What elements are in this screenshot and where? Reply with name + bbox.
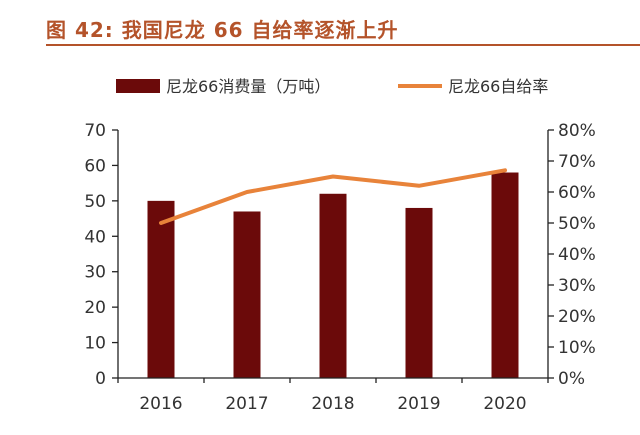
legend-bar-swatch <box>116 79 160 93</box>
bar-2018 <box>319 193 347 378</box>
bar-2017 <box>233 211 261 378</box>
left-tick-label: 0 <box>95 369 106 389</box>
figure-title: 图 42: 我国尼龙 66 自给率逐渐上升 <box>46 18 399 42</box>
legend-line-label: 尼龙66自给率 <box>448 77 548 96</box>
right-tick-label: 60% <box>558 183 596 203</box>
right-tick-label: 30% <box>558 276 596 296</box>
x-tick-label: 2018 <box>311 394 354 414</box>
line-point-2020 <box>504 169 506 171</box>
left-tick-label: 20 <box>84 298 106 318</box>
bar-2020 <box>491 172 519 378</box>
left-tick-label: 60 <box>84 156 106 176</box>
line-point-2019 <box>418 185 420 187</box>
right-tick-label: 80% <box>558 121 596 141</box>
line-point-2018 <box>332 176 334 177</box>
figure-header: 图 42: 我国尼龙 66 自给率逐渐上升 <box>0 0 640 46</box>
left-tick-label: 70 <box>84 121 106 141</box>
right-tick-label: 70% <box>558 152 596 172</box>
left-tick-label: 10 <box>84 334 106 354</box>
bar-2016 <box>147 200 175 378</box>
x-tick-label: 2016 <box>139 394 182 414</box>
x-tick-label: 2019 <box>397 394 440 414</box>
right-tick-label: 50% <box>558 214 596 234</box>
x-tick-label: 2020 <box>483 394 526 414</box>
right-tick-label: 0% <box>558 369 585 389</box>
bar-2019 <box>405 207 433 378</box>
line-point-2017 <box>246 191 248 193</box>
right-tick-label: 20% <box>558 307 596 327</box>
x-tick-label: 2017 <box>225 394 268 414</box>
left-tick-label: 50 <box>84 192 106 212</box>
right-tick-label: 10% <box>558 338 596 358</box>
line-point-2016 <box>160 222 162 224</box>
title-underline <box>46 44 640 46</box>
left-tick-label: 30 <box>84 263 106 283</box>
legend-bar-label: 尼龙66消费量（万吨） <box>166 77 330 96</box>
left-tick-label: 40 <box>84 227 106 247</box>
right-tick-label: 40% <box>558 245 596 265</box>
